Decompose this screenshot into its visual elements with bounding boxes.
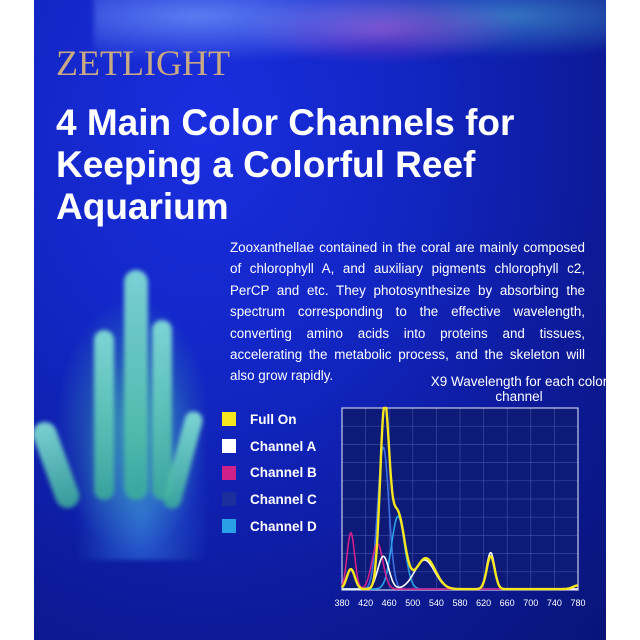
- x-tick-label: 540: [429, 598, 444, 608]
- x-tick-label: 420: [358, 598, 373, 608]
- x-tick-label: 580: [452, 598, 467, 608]
- legend-swatch: [222, 439, 236, 454]
- legend-label: Channel A: [250, 438, 317, 454]
- legend-swatch: [222, 492, 236, 507]
- brand-logo: ZETLIGHT: [56, 43, 230, 83]
- x-tick-label: 700: [523, 598, 538, 608]
- page-title: 4 Main Color Channels for Keeping a Colo…: [56, 102, 515, 227]
- coral-photo-left: [34, 260, 214, 560]
- description: Zooxanthellae contained in the coral are…: [230, 240, 585, 384]
- legend-swatch: [222, 519, 236, 534]
- legend-label: Channel B: [250, 465, 317, 481]
- legend-swatch: [222, 412, 236, 427]
- x-tick-label: 500: [405, 598, 420, 608]
- x-tick-label: 780: [570, 598, 585, 608]
- legend-item-channel-b: Channel B: [222, 459, 317, 486]
- series-line-full-on: [341, 406, 579, 591]
- x-tick-label: 660: [500, 598, 515, 608]
- legend-swatch: [222, 465, 236, 480]
- legend-label: Channel D: [250, 518, 317, 534]
- chart-title: X9 Wavelength for each color channel: [430, 374, 606, 404]
- legend-item-channel-d: Channel D: [222, 513, 317, 540]
- x-tick-label: 460: [382, 598, 397, 608]
- legend-item-full-on: Full On: [222, 406, 317, 433]
- coral-photo-top: [94, 0, 606, 100]
- x-tick-label: 380: [334, 598, 349, 608]
- chart-legend: Full On Channel A Channel B Channel C Ch…: [222, 406, 317, 539]
- x-tick-label: 620: [476, 598, 491, 608]
- legend-item-channel-a: Channel A: [222, 433, 317, 460]
- legend-item-channel-c: Channel C: [222, 486, 317, 513]
- legend-label: Channel C: [250, 491, 317, 507]
- x-tick-label: 740: [547, 598, 562, 608]
- spectrum-chart: 380 420 460 500 540 580 620 660 700 740 780: [334, 406, 586, 608]
- product-banner: ZETLIGHT 4 Main Color Channels for Keepi…: [34, 0, 606, 640]
- legend-label: Full On: [250, 411, 297, 427]
